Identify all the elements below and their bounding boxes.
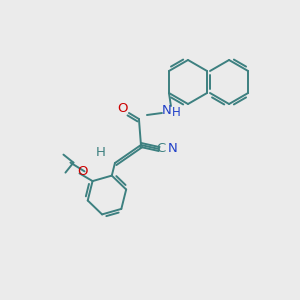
Text: O: O — [77, 165, 88, 178]
Text: N: N — [162, 103, 172, 116]
Text: C: C — [156, 142, 166, 154]
Text: N: N — [168, 142, 178, 155]
Text: O: O — [118, 101, 128, 115]
Text: H: H — [96, 146, 106, 160]
Text: H: H — [172, 106, 180, 118]
